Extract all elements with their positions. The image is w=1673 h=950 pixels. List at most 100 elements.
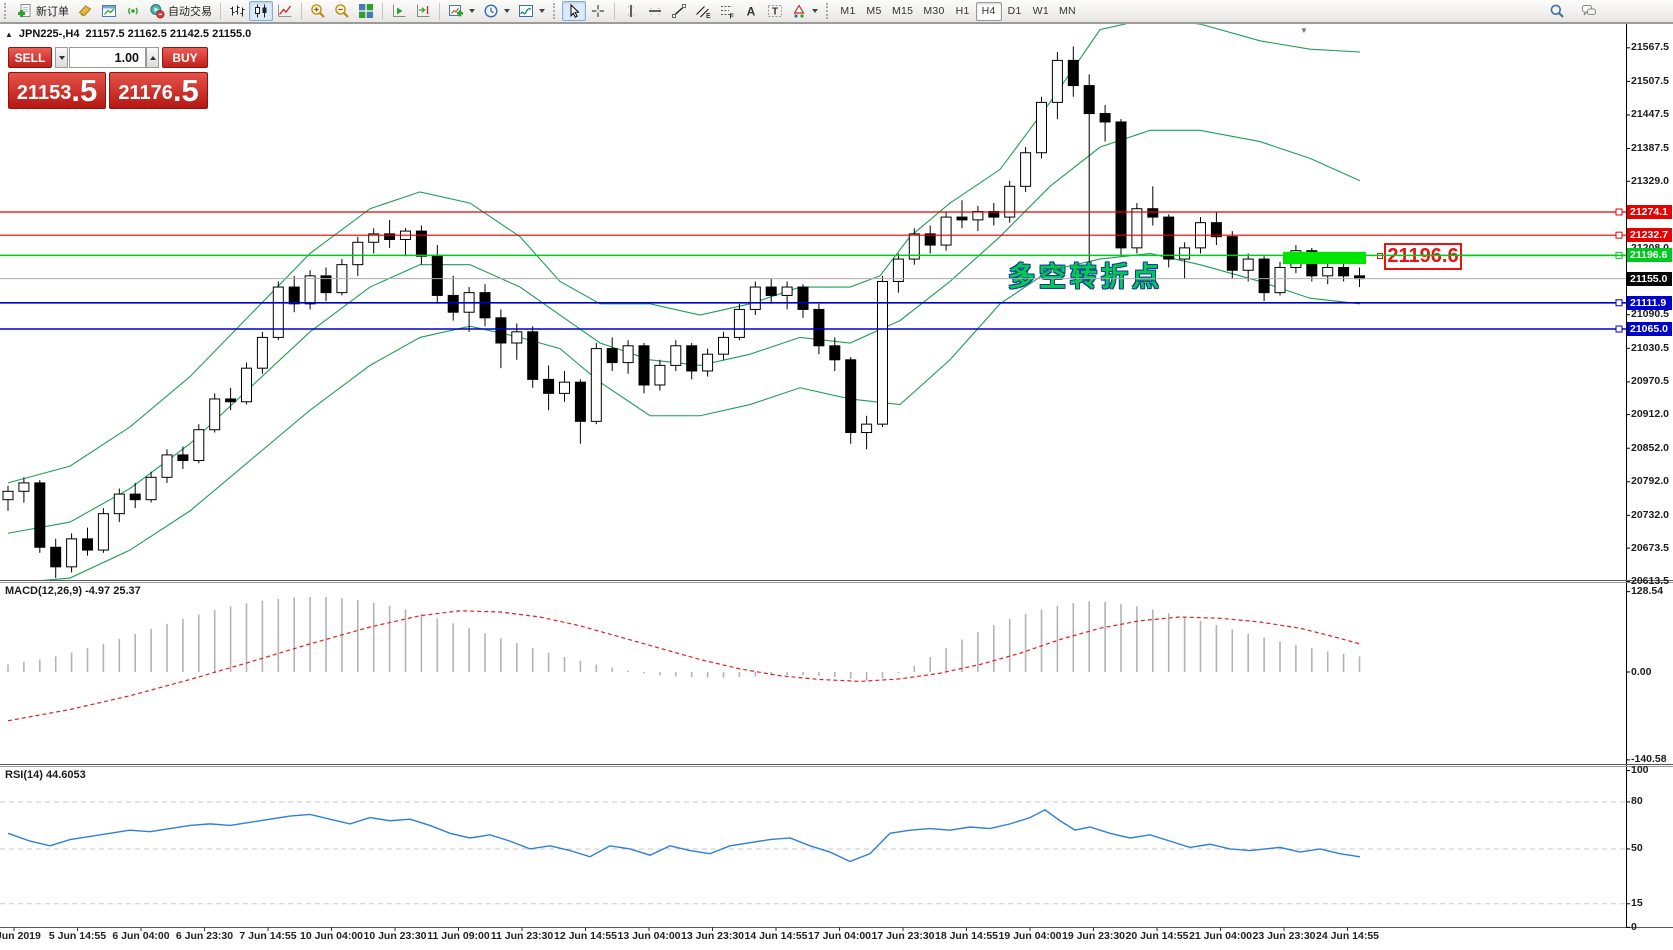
chat-button[interactable]: [1577, 1, 1601, 21]
toolbar-separator: [614, 2, 615, 20]
new-window-icon: [102, 5, 116, 17]
rsi-indicator: [0, 801, 1626, 905]
candle-body: [1163, 216, 1175, 260]
timeframe-h4-button[interactable]: H4: [975, 1, 1002, 21]
candle-body: [606, 348, 618, 364]
chat-icon: [1582, 5, 1596, 16]
toolbar-separator: [439, 2, 440, 20]
candle-body: [861, 423, 873, 434]
new-chart-button[interactable]: [444, 1, 479, 21]
zoom-in-icon: [311, 4, 325, 18]
signals-button[interactable]: [121, 1, 145, 21]
sell-button[interactable]: SELL: [8, 47, 52, 68]
equidistant-channel-button[interactable]: E: [691, 1, 715, 21]
toolbar-right-group: [1545, 1, 1601, 21]
cursor-button[interactable]: [562, 1, 586, 21]
line-anchor-handle[interactable]: [1615, 231, 1623, 239]
crosshair-button[interactable]: [586, 1, 610, 21]
scroll-marker-icon: ▼: [1300, 26, 1308, 35]
vertical-line-button[interactable]: [619, 1, 643, 21]
timeframe-d1-button[interactable]: D1: [1007, 5, 1022, 17]
new-window-button[interactable]: [97, 1, 121, 21]
svg-text:T: T: [772, 7, 778, 18]
hline-icon: [649, 8, 661, 15]
arrows-button[interactable]: [787, 1, 822, 21]
chart-shift-button[interactable]: [411, 1, 435, 21]
macd-indicator: [7, 597, 1361, 722]
candle-body: [956, 216, 968, 221]
candle-body: [511, 331, 523, 344]
search-button[interactable]: [1545, 1, 1569, 21]
sell-price-button[interactable]: 21153 .5: [8, 72, 106, 109]
horizontal-line-button[interactable]: [643, 1, 667, 21]
text-button[interactable]: A: [739, 1, 763, 21]
auto-trading-button[interactable]: 自动交易: [145, 1, 216, 21]
timeframe-m5-button[interactable]: M5: [866, 5, 882, 17]
candle-body: [209, 398, 221, 431]
candle-body: [431, 255, 443, 296]
buy-button[interactable]: BUY: [162, 47, 208, 68]
text-label-button[interactable]: T: [763, 1, 787, 21]
indicator-list-button[interactable]: [514, 1, 549, 21]
zoom-out-button[interactable]: [330, 1, 354, 21]
candle-body: [161, 454, 173, 478]
volume-increase-button[interactable]: [146, 47, 159, 68]
candle-body: [829, 345, 841, 361]
volume-input[interactable]: [69, 47, 146, 68]
auto-trading-label: 自动交易: [168, 6, 212, 18]
candle-body: [288, 286, 300, 305]
dropdown-caret-icon: [539, 9, 545, 13]
new-order-button[interactable]: 新订单: [13, 1, 73, 21]
shift-icon: [417, 4, 430, 17]
volume-decrease-button[interactable]: [55, 47, 68, 68]
timeframe-h1-button[interactable]: H1: [955, 5, 970, 17]
line-anchor-handle[interactable]: [1615, 208, 1623, 216]
candle-body: [543, 378, 555, 394]
candle-body: [702, 353, 714, 372]
highlight-rectangle-object[interactable]: [1283, 251, 1366, 265]
candle-body: [1226, 236, 1238, 271]
tile-windows-button[interactable]: [354, 1, 378, 21]
svg-text:E: E: [706, 13, 711, 19]
candle-body: [765, 286, 777, 296]
timeframe-mn-button[interactable]: MN: [1059, 5, 1076, 17]
toolbar-separator: [220, 2, 221, 20]
vline-icon: [628, 5, 634, 17]
timeframe-m30-button[interactable]: M30: [923, 5, 945, 17]
styler-button[interactable]: [73, 1, 97, 21]
timeframe-m15-button[interactable]: M15: [892, 5, 914, 17]
line-anchor-handle[interactable]: [1615, 325, 1623, 333]
candle-body: [559, 381, 570, 394]
candle-body: [1242, 258, 1254, 271]
bollinger-middle-band: [7, 129, 1361, 534]
candle-body: [813, 308, 825, 347]
line-chart-button[interactable]: [273, 1, 297, 21]
timeframe-m1-button[interactable]: M1: [840, 5, 856, 17]
candle-body: [1210, 222, 1222, 238]
chart-text-annotation: 多空转折点: [1008, 262, 1163, 292]
styler-icon: [78, 5, 92, 17]
tile-icon: [359, 4, 373, 18]
trendline-button[interactable]: [667, 1, 691, 21]
candle-body: [113, 493, 125, 515]
profiles-button[interactable]: [479, 1, 514, 21]
candle-body: [638, 345, 650, 386]
auto-scroll-button[interactable]: [387, 1, 411, 21]
candle-body: [892, 258, 904, 282]
candle-body: [1274, 266, 1286, 294]
zoom-in-button[interactable]: [306, 1, 330, 21]
candle-body: [18, 482, 30, 492]
timeframe-w1-button[interactable]: W1: [1032, 5, 1050, 17]
fibonacci-button[interactable]: F: [715, 1, 739, 21]
bar-chart-button[interactable]: [225, 1, 249, 21]
buy-price-button[interactable]: 21176 .5: [109, 72, 208, 109]
candlestick-chart-button[interactable]: [249, 1, 273, 21]
one-click-collapse-icon[interactable]: ▲: [5, 29, 13, 39]
chart-title: ▲ JPN225-,H4 21157.5 21162.5 21142.5 211…: [5, 28, 251, 40]
toolbar-drag-handle: [553, 3, 557, 19]
triangle-up-icon: [149, 55, 156, 60]
line-anchor-handle[interactable]: [1615, 299, 1623, 307]
candle-body: [447, 294, 459, 313]
bollinger-upper-band: [7, 24, 1361, 484]
